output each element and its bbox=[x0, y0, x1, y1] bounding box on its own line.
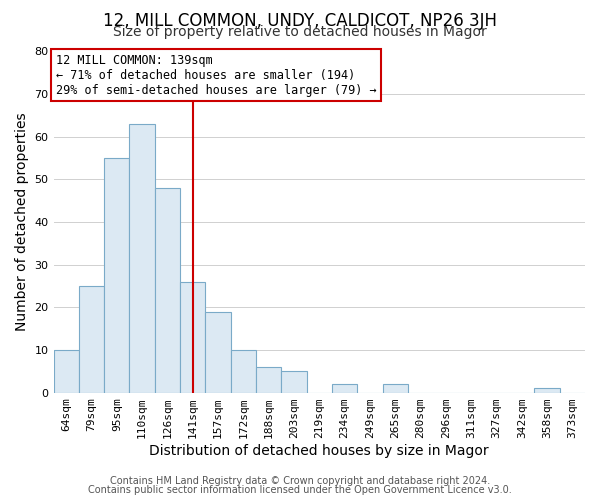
Bar bbox=[281, 372, 307, 392]
Bar bbox=[130, 124, 155, 392]
Bar bbox=[155, 188, 180, 392]
Text: 12, MILL COMMON, UNDY, CALDICOT, NP26 3JH: 12, MILL COMMON, UNDY, CALDICOT, NP26 3J… bbox=[103, 12, 497, 30]
Bar bbox=[256, 367, 281, 392]
Bar bbox=[104, 158, 130, 392]
Text: Size of property relative to detached houses in Magor: Size of property relative to detached ho… bbox=[113, 25, 487, 39]
Bar bbox=[79, 286, 104, 393]
X-axis label: Distribution of detached houses by size in Magor: Distribution of detached houses by size … bbox=[149, 444, 489, 458]
Text: Contains public sector information licensed under the Open Government Licence v3: Contains public sector information licen… bbox=[88, 485, 512, 495]
Bar bbox=[383, 384, 408, 392]
Text: 12 MILL COMMON: 139sqm
← 71% of detached houses are smaller (194)
29% of semi-de: 12 MILL COMMON: 139sqm ← 71% of detached… bbox=[56, 54, 377, 96]
Text: Contains HM Land Registry data © Crown copyright and database right 2024.: Contains HM Land Registry data © Crown c… bbox=[110, 476, 490, 486]
Bar bbox=[535, 388, 560, 392]
Bar bbox=[332, 384, 357, 392]
Bar bbox=[53, 350, 79, 393]
Bar bbox=[230, 350, 256, 393]
Bar bbox=[205, 312, 230, 392]
Y-axis label: Number of detached properties: Number of detached properties bbox=[15, 112, 29, 332]
Bar bbox=[180, 282, 205, 393]
